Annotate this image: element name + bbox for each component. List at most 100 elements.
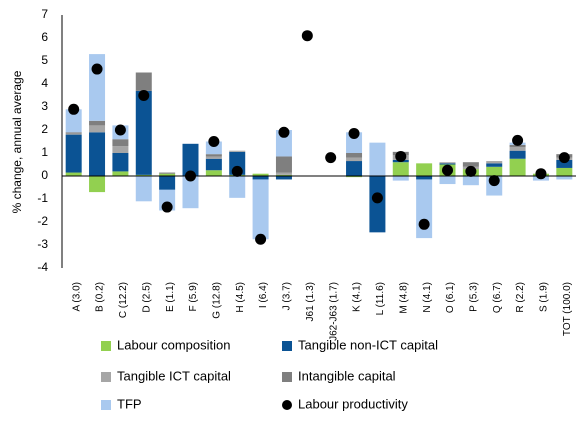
bar-segment [462,162,479,167]
bar-segment [275,174,292,176]
bar-segment [65,132,82,134]
legend-label: Intangible capital [298,368,396,383]
dot [325,152,337,164]
dot [395,150,407,162]
dot [558,152,570,164]
dot [301,30,313,42]
dot [442,164,453,176]
bar-segment [229,150,246,152]
legend-label: Labour composition [117,337,230,352]
bar-segment [439,176,456,185]
bar-segment [65,133,82,135]
bar-segment [65,172,82,176]
legend-swatch [282,400,292,410]
dot [91,63,103,75]
dot [278,126,290,138]
x-tick-label: P (5.3) [469,282,480,312]
x-tick-label: L (11.6) [375,282,386,315]
legend-label: TFP [117,396,142,411]
bar-segment [509,147,526,151]
y-tick-label: 5 [41,53,48,67]
bar-segment [275,156,292,173]
legend-label: Tangible ICT capital [117,368,231,383]
dot [208,136,220,147]
bar-segment [205,158,222,171]
bar-segment [275,176,292,180]
legend-label: Tangible non-ICT capital [298,337,438,352]
bar-segment [112,146,129,153]
x-tick-label: B (0.2) [95,282,106,312]
bar-segment [346,153,363,158]
legend-swatch [101,372,111,382]
bar-segment [89,120,106,126]
y-axis-label: % change, annual average [10,70,24,213]
dot [114,124,126,136]
bar-segment [205,156,222,159]
dot [512,134,524,146]
bar-segment [509,158,526,176]
bar-segment [135,72,152,91]
bar-segment [439,163,456,165]
bar-segment [182,143,199,176]
bar-segment [112,139,129,147]
bar-segment [229,176,246,198]
x-tick-label: J (3.7) [282,282,293,310]
bar-segment [89,132,106,176]
y-tick-label: 2 [41,122,48,136]
x-tick-label: N (4.1) [422,282,433,313]
x-tick-label: J61 (1.3) [305,282,316,321]
legend-swatch [101,341,111,351]
bar-segment [509,144,526,148]
bar-segment [65,109,82,133]
bar-segment [112,153,129,172]
x-tick-label: Q (6.7) [492,282,503,313]
bar-segment [346,132,363,153]
x-tick-label: F (5.9) [188,282,199,311]
bar-segment [369,176,386,233]
bar-segment [89,125,106,133]
bar-segment [275,172,292,175]
y-tick-label: -2 [37,214,48,228]
bar-segment [556,167,573,176]
x-tick-label: I (6.4) [258,282,269,308]
bar-segment [252,173,269,176]
bar-segment [439,162,456,164]
bar-segment [462,176,479,186]
dot [371,192,383,204]
legend-swatch [101,400,111,410]
bar-segment [252,179,269,240]
bar-segment [205,170,222,176]
bar-segment [346,161,363,176]
bar-segment [159,176,176,190]
legend-label: Labour productivity [298,396,408,411]
bar-segment [135,176,152,202]
legend-swatch [282,341,292,351]
y-tick-label: 1 [41,145,48,159]
bar-segment [205,154,222,157]
dot [255,233,267,245]
dot [185,170,196,182]
bar-segment [416,163,433,176]
x-tick-label: M (4.8) [398,282,409,314]
y-tick-label: 4 [41,76,48,90]
dot [161,201,173,213]
bar-segment [369,142,386,176]
bar-segment [159,172,176,174]
y-tick-label: -1 [37,191,48,205]
bar-segment [486,166,503,176]
dot [138,90,150,101]
bar-segment [392,176,409,181]
bar-segment [135,90,152,175]
legend-swatch [282,372,292,382]
dot [465,165,477,177]
dot [348,127,360,139]
x-tick-label: G (12.8) [212,282,223,319]
x-tick-label: E (1.1) [165,282,176,312]
dot [535,168,547,180]
bar-segment [182,176,199,209]
bar-segment [159,173,176,176]
x-tick-label: A (3.0) [71,282,82,311]
bar-segment [346,157,363,162]
bar-segment [509,150,526,159]
bar-segment [65,134,82,173]
